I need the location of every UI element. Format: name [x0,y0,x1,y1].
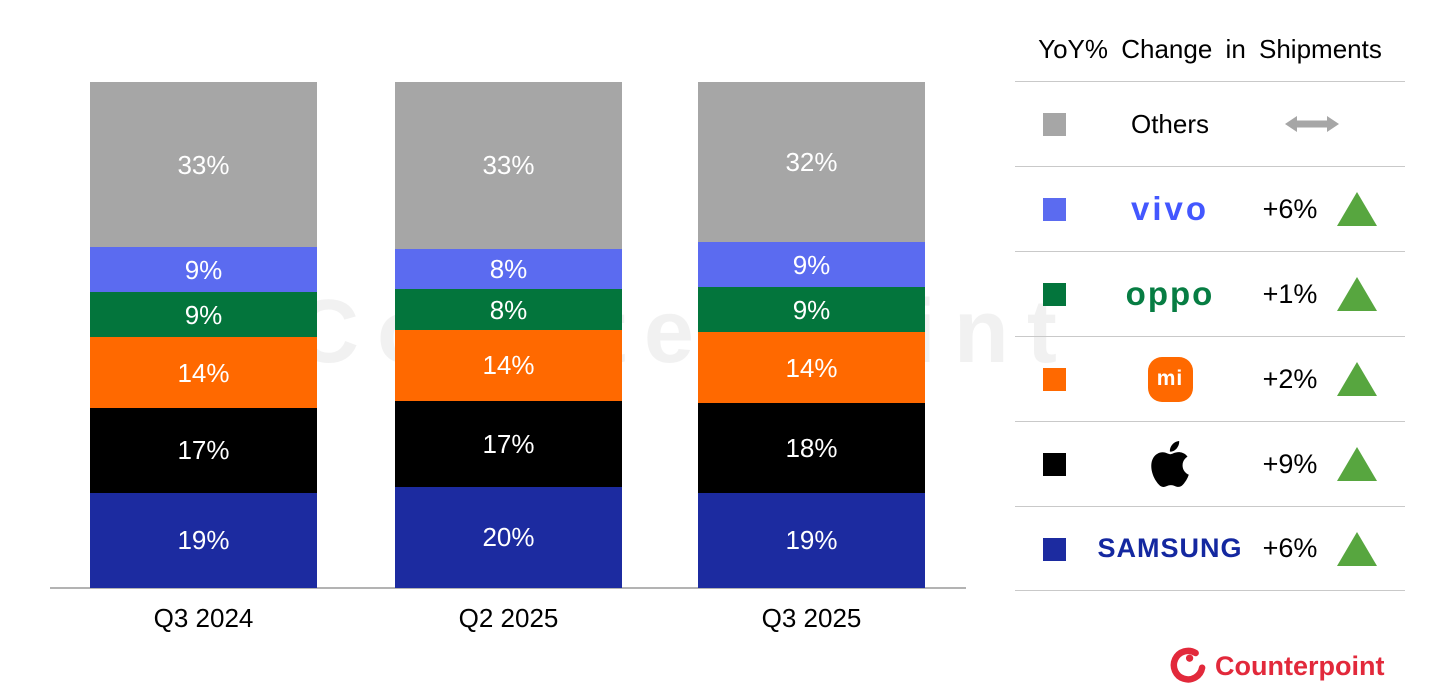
segment-value-label: 17% [177,435,230,466]
segment-value-label: 9% [792,249,831,280]
oppo-swatch [1043,283,1066,306]
segment-xiaomi: 14% [90,337,317,408]
segment-oppo: 9% [698,287,925,333]
samsung-swatch [1043,538,1066,561]
bar-chart: Counterpoint 33% 9% 9% 14% 17% 19% Q3 2024 33% 8… [50,82,1057,633]
segment-value-label: 9% [184,299,223,330]
category-label: Q3 2025 [761,603,862,633]
segment-value-label: 9% [792,294,831,325]
segment-vivo: 9% [698,242,925,288]
samsung-yoy-change: +6% [1262,533,1318,563]
segment-apple: 17% [395,400,622,487]
xiaomi-mi-logo: mi [1147,356,1193,402]
apple-yoy-change: +9% [1262,448,1318,479]
others-label: Others [1130,108,1210,139]
segment-value-label: 20% [482,522,535,553]
segment-value-label: 9% [184,254,223,285]
segment-xiaomi: 14% [395,329,622,401]
up-triangle-icon [1337,192,1377,226]
bar-q3-2024: 33% 9% 9% 14% 17% 19% [90,82,317,588]
flat-trend-arrow-icon [1283,82,1341,166]
samsung-logo: SAMSUNG [1097,533,1243,563]
segment-value-label: 33% [482,150,535,181]
segment-value-label: 18% [785,432,838,463]
xiaomi-swatch [1043,368,1066,391]
vivo-swatch [1043,198,1066,221]
oppo-logo: oppo [1125,275,1215,312]
up-triangle-icon [1337,362,1377,396]
legend-row-samsung: SAMSUNG +6% [1015,506,1405,591]
vivo-logo: vivo [1130,190,1210,227]
segment-value-label: 19% [177,525,230,556]
segment-oppo: 9% [90,292,317,338]
segment-others: 33% [395,82,622,249]
legend-panel: YoY% Change in Shipments Others vivo +6% [1015,18,1405,591]
x-axis-line [50,587,966,589]
legend-row-apple: +9% [1015,421,1405,506]
legend-row-xiaomi: mi +2% [1015,336,1405,421]
xiaomi-yoy-change: +2% [1262,363,1318,394]
segment-value-label: 14% [482,350,535,381]
segment-value-label: 8% [489,294,528,325]
segment-value-label: 19% [785,525,838,556]
category-label: Q3 2024 [153,603,254,633]
vivo-yoy-change: +6% [1262,193,1318,224]
others-swatch [1043,113,1066,136]
segment-value-label: 14% [785,352,838,383]
legend-row-others: Others [1015,81,1405,166]
segment-vivo: 8% [395,248,622,290]
segment-samsung: 19% [698,492,925,588]
segment-xiaomi: 14% [698,332,925,403]
segment-samsung: 19% [90,492,317,588]
segment-value-label: 17% [482,428,535,459]
up-triangle-icon [1337,277,1377,311]
segment-others: 33% [90,82,317,248]
segment-apple: 18% [698,402,925,493]
segment-value-label: 8% [489,254,528,285]
counterpoint-brand-text: Counterpoint [1215,650,1385,681]
oppo-yoy-change: +1% [1262,278,1318,309]
bar-q3-2025: 32% 9% 9% 14% 18% 19% [698,82,925,588]
category-label: Q2 2025 [458,603,559,633]
segment-samsung: 20% [395,486,622,588]
segment-oppo: 8% [395,289,622,330]
counterpoint-logo: Counterpoint [1168,645,1384,687]
segment-others: 32% [698,82,925,243]
legend-title: YoY% Change in Shipments [1038,34,1382,64]
up-triangle-icon [1337,531,1377,566]
segment-value-label: 32% [785,147,838,178]
apple-swatch [1043,453,1066,476]
segment-vivo: 9% [90,247,317,293]
segment-value-label: 33% [177,149,230,180]
up-triangle-icon [1337,447,1377,481]
segment-apple: 17% [90,407,317,493]
apple-logo-icon [1151,441,1189,487]
counterpoint-logo-icon [1170,647,1206,683]
legend-row-vivo: vivo +6% [1015,166,1405,251]
legend-row-oppo: oppo +1% [1015,251,1405,336]
bar-q2-2025: 33% 8% 8% 14% 17% 20% [395,82,622,588]
segment-value-label: 14% [177,357,230,388]
